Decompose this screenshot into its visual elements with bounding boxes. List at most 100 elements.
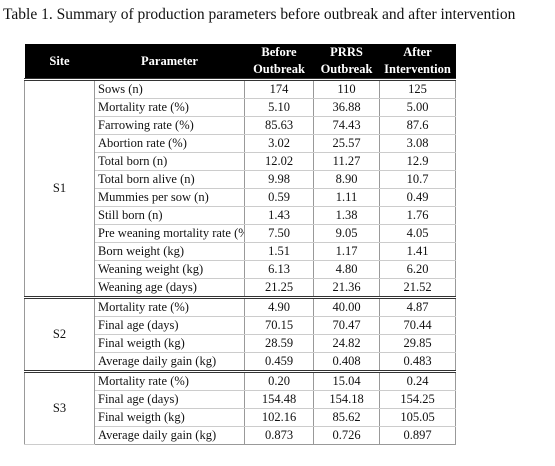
value-cell-prrs: 4.80 (313, 260, 380, 279)
value-cell-prrs: 8.90 (313, 170, 380, 189)
value-cell-prrs: 0.408 (313, 352, 380, 372)
value-cell-before: 3.02 (244, 134, 314, 153)
value-cell-before: 85.63 (244, 116, 314, 135)
header-parameter: Parameter (94, 44, 245, 80)
value-cell-before: 154.48 (244, 390, 314, 409)
value-cell-prrs: 15.04 (313, 371, 380, 391)
value-cell-prrs: 9.05 (313, 224, 380, 243)
table-row: Final weigth (kg) 102.16 85.62 105.05 (25, 408, 456, 427)
value-cell-before: 0.59 (244, 188, 314, 207)
value-cell-after: 12.9 (379, 152, 456, 171)
value-cell-after: 21.52 (379, 278, 456, 298)
site-group-s3: S3 Mortality rate (%) 0.20 15.04 0.24 Final a… (24, 371, 456, 445)
value-cell-before: 174 (244, 79, 314, 99)
value-cell-after: 0.483 (379, 352, 456, 372)
table-row: Born weight (kg) 1.51 1.17 1.41 (25, 242, 456, 261)
table-row: Average daily gain (kg) 0.459 0.408 0.483 (25, 352, 456, 372)
value-cell-before: 70.15 (244, 316, 314, 335)
header-site: Site (24, 44, 95, 80)
value-cell-before: 0.20 (244, 371, 314, 391)
value-cell-before: 1.51 (244, 242, 314, 261)
value-cell-after: 154.25 (379, 390, 456, 409)
table-row: Mummies per sow (n) 0.59 1.11 0.49 (25, 188, 456, 207)
parameter-cell: Total born (n) (94, 152, 245, 171)
parameter-cell: Pre weaning mortality rate (%) (94, 224, 245, 243)
value-cell-after: 105.05 (379, 408, 456, 427)
value-cell-after: 1.76 (379, 206, 456, 225)
value-cell-before: 4.90 (244, 297, 314, 317)
value-cell-before: 28.59 (244, 334, 314, 353)
table-row: Total born alive (n) 9.98 8.90 10.7 (25, 170, 456, 189)
table-caption: Table 1. Summary of production parameter… (3, 6, 516, 23)
parameter-cell: Total born alive (n) (94, 170, 245, 189)
value-cell-prrs: 85.62 (313, 408, 380, 427)
value-cell-after: 29.85 (379, 334, 456, 353)
value-cell-before: 102.16 (244, 408, 314, 427)
value-cell-after: 5.00 (379, 98, 456, 117)
value-cell-before: 5.10 (244, 98, 314, 117)
site-cell: S1 (24, 79, 95, 298)
value-cell-prrs: 74.43 (313, 116, 380, 135)
value-cell-before: 0.873 (244, 426, 314, 445)
value-cell-prrs: 36.88 (313, 98, 380, 117)
parameter-cell: Final weigth (kg) (94, 408, 245, 427)
parameter-cell: Abortion rate (%) (94, 134, 245, 153)
value-cell-prrs: 25.57 (313, 134, 380, 153)
value-cell-prrs: 21.36 (313, 278, 380, 298)
value-cell-prrs: 154.18 (313, 390, 380, 409)
value-cell-prrs: 40.00 (313, 297, 380, 317)
value-cell-before: 1.43 (244, 206, 314, 225)
table-row: S1 Sows (n) 174 110 125 (24, 79, 456, 298)
header-after-line2: Intervention (384, 62, 451, 76)
value-cell-prrs: 0.726 (313, 426, 380, 445)
parameter-cell: Final age (days) (94, 390, 245, 409)
table-row: Weaning age (days) 21.25 21.36 21.52 (25, 278, 456, 298)
header-prrs: PRRS Outbreak (313, 44, 380, 80)
parameter-cell: Average daily gain (kg) (94, 352, 245, 372)
value-cell-after: 4.87 (379, 297, 456, 317)
value-cell-before: 12.02 (244, 152, 314, 171)
value-cell-before: 6.13 (244, 260, 314, 279)
parameter-cell: Mortality rate (%) (94, 371, 245, 391)
value-cell-after: 4.05 (379, 224, 456, 243)
header-prrs-line1: PRRS (330, 45, 363, 59)
value-cell-prrs: 1.11 (313, 188, 380, 207)
table-row: S2 Mortality rate (%) 4.90 40.00 4.87 (24, 297, 456, 372)
parameter-cell: Born weight (kg) (94, 242, 245, 261)
value-cell-after: 10.7 (379, 170, 456, 189)
table-row: Final age (days) 154.48 154.18 154.25 (25, 390, 456, 409)
parameter-cell: Mortality rate (%) (94, 98, 245, 117)
value-cell-before: 9.98 (244, 170, 314, 189)
value-cell-after: 87.6 (379, 116, 456, 135)
production-table: Site Parameter Before Outbreak PRRS Outb… (24, 44, 456, 445)
table-row: Total born (n) 12.02 11.27 12.9 (25, 152, 456, 171)
value-cell-before: 0.459 (244, 352, 314, 372)
value-cell-before: 21.25 (244, 278, 314, 298)
header-before: Before Outbreak (244, 44, 314, 80)
table-row: Average daily gain (kg) 0.873 0.726 0.897 (25, 426, 456, 445)
header-after: After Intervention (379, 44, 456, 80)
table-row: S3 Mortality rate (%) 0.20 15.04 0.24 (24, 371, 456, 445)
table-row: Final weigth (kg) 28.59 24.82 29.85 (25, 334, 456, 353)
value-cell-after: 1.41 (379, 242, 456, 261)
value-cell-prrs: 1.38 (313, 206, 380, 225)
header-prrs-line2: Outbreak (320, 62, 373, 76)
value-cell-after: 6.20 (379, 260, 456, 279)
parameter-cell: Final weigth (kg) (94, 334, 245, 353)
parameter-cell: Average daily gain (kg) (94, 426, 245, 445)
site-group-s1: S1 Sows (n) 174 110 125 Mortality rate (%) 5.1… (24, 79, 456, 298)
value-cell-prrs: 70.47 (313, 316, 380, 335)
parameter-cell: Weaning age (days) (94, 278, 245, 298)
table-row: Abortion rate (%) 3.02 25.57 3.08 (25, 134, 456, 153)
parameter-cell: Mortality rate (%) (94, 297, 245, 317)
table-row: Pre weaning mortality rate (%) 7.50 9.05 4.… (25, 224, 456, 243)
value-cell-prrs: 24.82 (313, 334, 380, 353)
parameter-cell: Final age (days) (94, 316, 245, 335)
table-row: Still born (n) 1.43 1.38 1.76 (25, 206, 456, 225)
parameter-cell: Farrowing rate (%) (94, 116, 245, 135)
table-header: Site Parameter Before Outbreak PRRS Outb… (24, 44, 456, 80)
table-row: Final age (days) 70.15 70.47 70.44 (25, 316, 456, 335)
table-row: Weaning weight (kg) 6.13 4.80 6.20 (25, 260, 456, 279)
parameter-cell: Weaning weight (kg) (94, 260, 245, 279)
site-group-s2: S2 Mortality rate (%) 4.90 40.00 4.87 Final a… (24, 297, 456, 372)
